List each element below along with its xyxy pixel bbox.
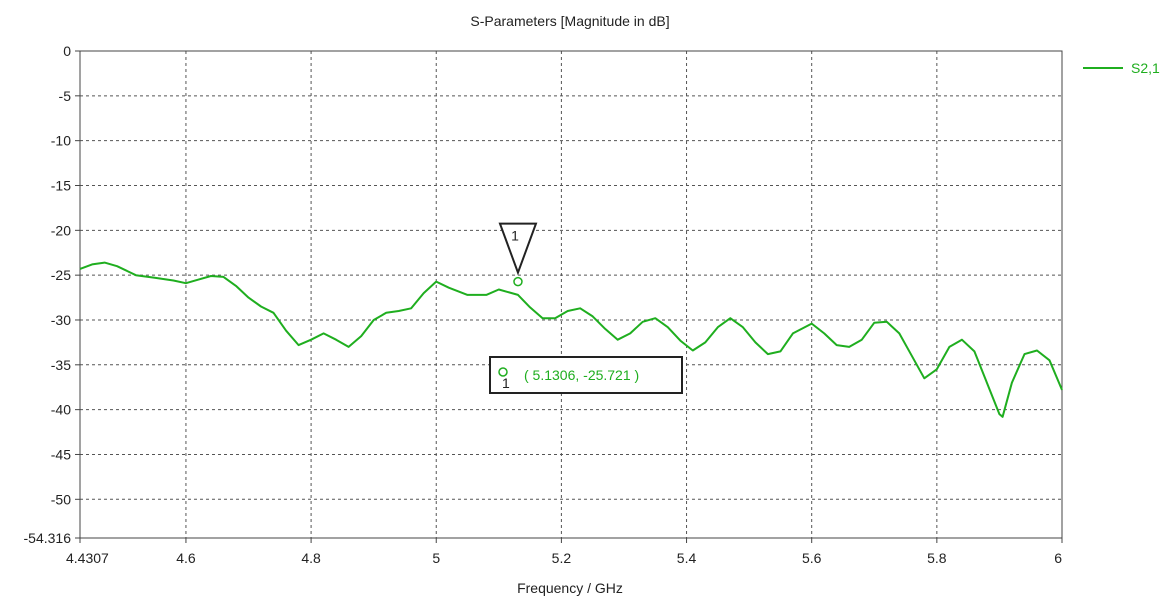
marker-flag-number: 1 — [511, 228, 519, 244]
y-tick-label: -45 — [51, 446, 71, 462]
legend-label: S2,1 — [1131, 60, 1160, 76]
marker-point — [513, 276, 523, 287]
x-tick-label: 4.4307 — [66, 550, 109, 566]
x-tick-label: 5 — [432, 550, 440, 566]
x-tick-label: 5.6 — [802, 550, 822, 566]
y-tick-label: -15 — [51, 177, 71, 193]
marker-readout-text: ( 5.1306, -25.721 ) — [524, 367, 639, 383]
marker-readout-id: 1 — [502, 375, 510, 391]
y-tick-label: -40 — [51, 402, 71, 418]
x-axis-ticks: 4.4307 4.6 4.8 5 5.2 5.4 5.6 5.8 6 — [66, 538, 1063, 566]
marker-readout-symbol — [498, 367, 508, 377]
y-tick-label: -54.316 — [24, 530, 72, 546]
y-tick-label: -20 — [51, 222, 71, 238]
legend: S2,1 — [1083, 60, 1160, 76]
y-axis-ticks: 0 -5 -10 -15 -20 -25 -30 -35 -40 -45 -50 -54.316 — [24, 43, 80, 546]
chart-title: S-Parameters [Magnitude in dB] — [470, 13, 669, 29]
x-tick-label: 6 — [1054, 550, 1062, 566]
series-group — [79, 261, 1063, 418]
y-tick-label: -30 — [51, 312, 71, 328]
y-tick-label: -10 — [51, 133, 71, 149]
marker-readout-box — [489, 356, 683, 394]
y-tick-label: -35 — [51, 357, 71, 373]
series-line-s21 — [79, 261, 1063, 418]
marker-flag-triangle — [498, 222, 538, 276]
marker-group: 1 1 ( 5.1306, -25.721 ) — [489, 222, 683, 394]
y-tick-label: 0 — [63, 43, 71, 59]
y-tick-label: -25 — [51, 267, 71, 283]
x-tick-label: 5.8 — [927, 550, 947, 566]
y-tick-label: -50 — [51, 491, 71, 507]
grid-lines — [80, 51, 1062, 538]
x-tick-label: 4.8 — [301, 550, 321, 566]
y-tick-label: -5 — [59, 88, 72, 104]
x-axis-label: Frequency / GHz — [517, 580, 623, 596]
x-tick-label: 5.4 — [677, 550, 697, 566]
x-tick-label: 4.6 — [176, 550, 196, 566]
plot-area — [79, 50, 1063, 539]
x-tick-label: 5.2 — [552, 550, 572, 566]
